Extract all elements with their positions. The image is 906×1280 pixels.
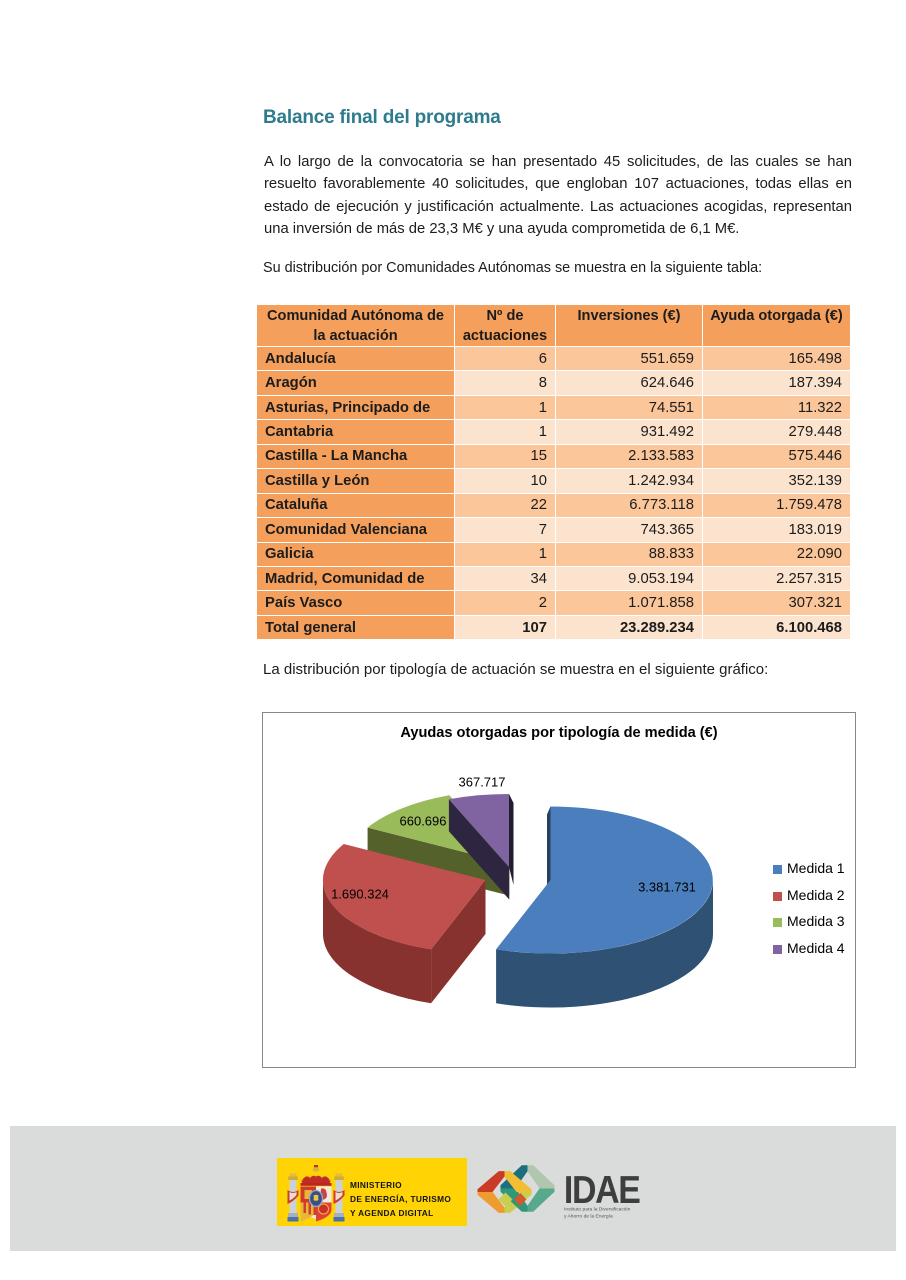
svg-text:y Ahorro de la Energía: y Ahorro de la Energía xyxy=(564,1214,613,1220)
svg-text:Instituto para la Diversificac: Instituto para la Diversificación xyxy=(564,1207,631,1213)
svg-text:IDAE: IDAE xyxy=(564,1168,640,1212)
